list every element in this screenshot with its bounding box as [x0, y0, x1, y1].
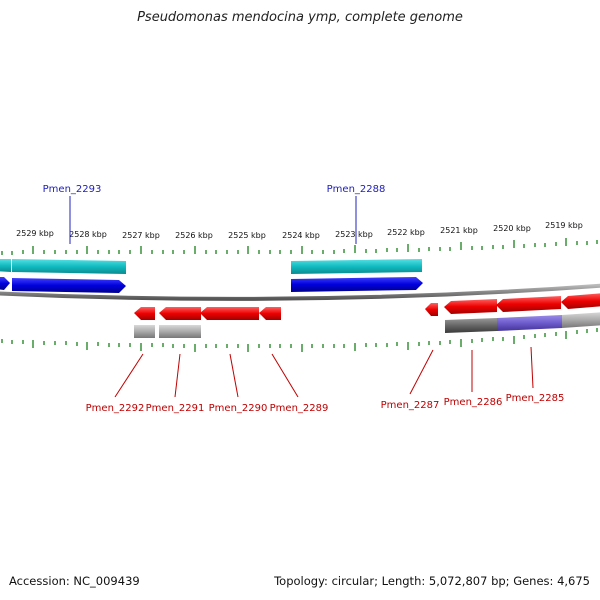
tick-label: 2526 kbp	[175, 231, 213, 240]
gene-label-pmen-2293[interactable]: Pmen_2293	[43, 184, 102, 195]
forward-gene-labels: Pmen_2293 Pmen_2288	[43, 184, 386, 244]
tick-label: 2529 kbp	[16, 229, 54, 238]
forward-gene-track	[0, 259, 422, 274]
cds-arrow-pmen-2287[interactable]	[425, 303, 438, 316]
gene-block-reverse-edge[interactable]	[562, 312, 600, 328]
scale-labels: 2529 kbp 2528 kbp 2527 kbp 2526 kbp 2525…	[16, 221, 583, 240]
tick-label: 2528 kbp	[69, 230, 107, 239]
forward-cds-track	[0, 277, 423, 293]
gene-label-pmen-2290[interactable]: Pmen_2290	[209, 403, 268, 414]
reverse-gene-track	[134, 312, 600, 338]
gene-label-pmen-2285[interactable]: Pmen_2285	[506, 393, 565, 404]
cds-arrow-pmen-2290[interactable]	[200, 307, 259, 320]
map-title: Pseudomonas mendocina ymp, complete geno…	[137, 10, 463, 25]
gene-block-pmen-2292[interactable]	[134, 325, 155, 338]
genome-backbone	[0, 283, 600, 301]
cds-arrow-pmen-2291[interactable]	[159, 307, 201, 320]
cds-arrow-pmen-2293[interactable]	[12, 278, 126, 293]
cds-arrow-pmen-2285[interactable]	[496, 296, 561, 312]
gene-label-pmen-2286[interactable]: Pmen_2286	[444, 397, 503, 408]
cds-arrow-pmen-2288[interactable]	[291, 277, 423, 292]
cds-arrow-forward[interactable]	[0, 277, 10, 290]
tick-label: 2519 kbp	[545, 221, 583, 230]
cds-arrow-pmen-2286[interactable]	[444, 299, 497, 314]
gene-label-pmen-2288[interactable]: Pmen_2288	[327, 184, 386, 195]
tick-label: 2522 kbp	[387, 228, 425, 237]
gene-block-forward[interactable]	[0, 259, 11, 272]
tick-label: 2523 kbp	[335, 230, 373, 239]
gene-label-pmen-2289[interactable]: Pmen_2289	[270, 403, 329, 414]
gene-label-pmen-2291[interactable]: Pmen_2291	[146, 403, 205, 414]
cds-arrow-reverse-edge[interactable]	[561, 293, 600, 309]
gene-block-pmen-2288[interactable]	[291, 259, 422, 274]
tick-label: 2524 kbp	[282, 231, 320, 240]
gene-label-pmen-2292[interactable]: Pmen_2292	[86, 403, 145, 414]
tick-label: 2520 kbp	[493, 224, 531, 233]
gene-block-pmen-2286[interactable]	[445, 318, 497, 333]
tick-label: 2521 kbp	[440, 226, 478, 235]
reverse-cds-track	[134, 293, 600, 320]
upper-tick-row	[1, 238, 598, 255]
tick-label: 2525 kbp	[228, 231, 266, 240]
gene-block-pmen-2285[interactable]	[497, 315, 562, 331]
accession-text: Accession: NC_009439	[9, 574, 140, 588]
cds-arrow-pmen-2289[interactable]	[259, 307, 281, 320]
gene-block-pmen-2291[interactable]	[159, 325, 201, 338]
reverse-gene-labels	[114, 346, 534, 398]
gene-label-pmen-2287[interactable]: Pmen_2287	[381, 400, 440, 411]
tick-label: 2527 kbp	[122, 231, 160, 240]
lower-tick-row	[1, 328, 598, 352]
reverse-gene-label-text: Pmen_2292 Pmen_2291 Pmen_2290 Pmen_2289 …	[86, 393, 565, 414]
topology-text: Topology: circular; Length: 5,072,807 bp…	[274, 574, 590, 588]
gene-block-pmen-2293[interactable]	[12, 259, 126, 274]
cds-arrow-pmen-2292[interactable]	[134, 307, 155, 320]
